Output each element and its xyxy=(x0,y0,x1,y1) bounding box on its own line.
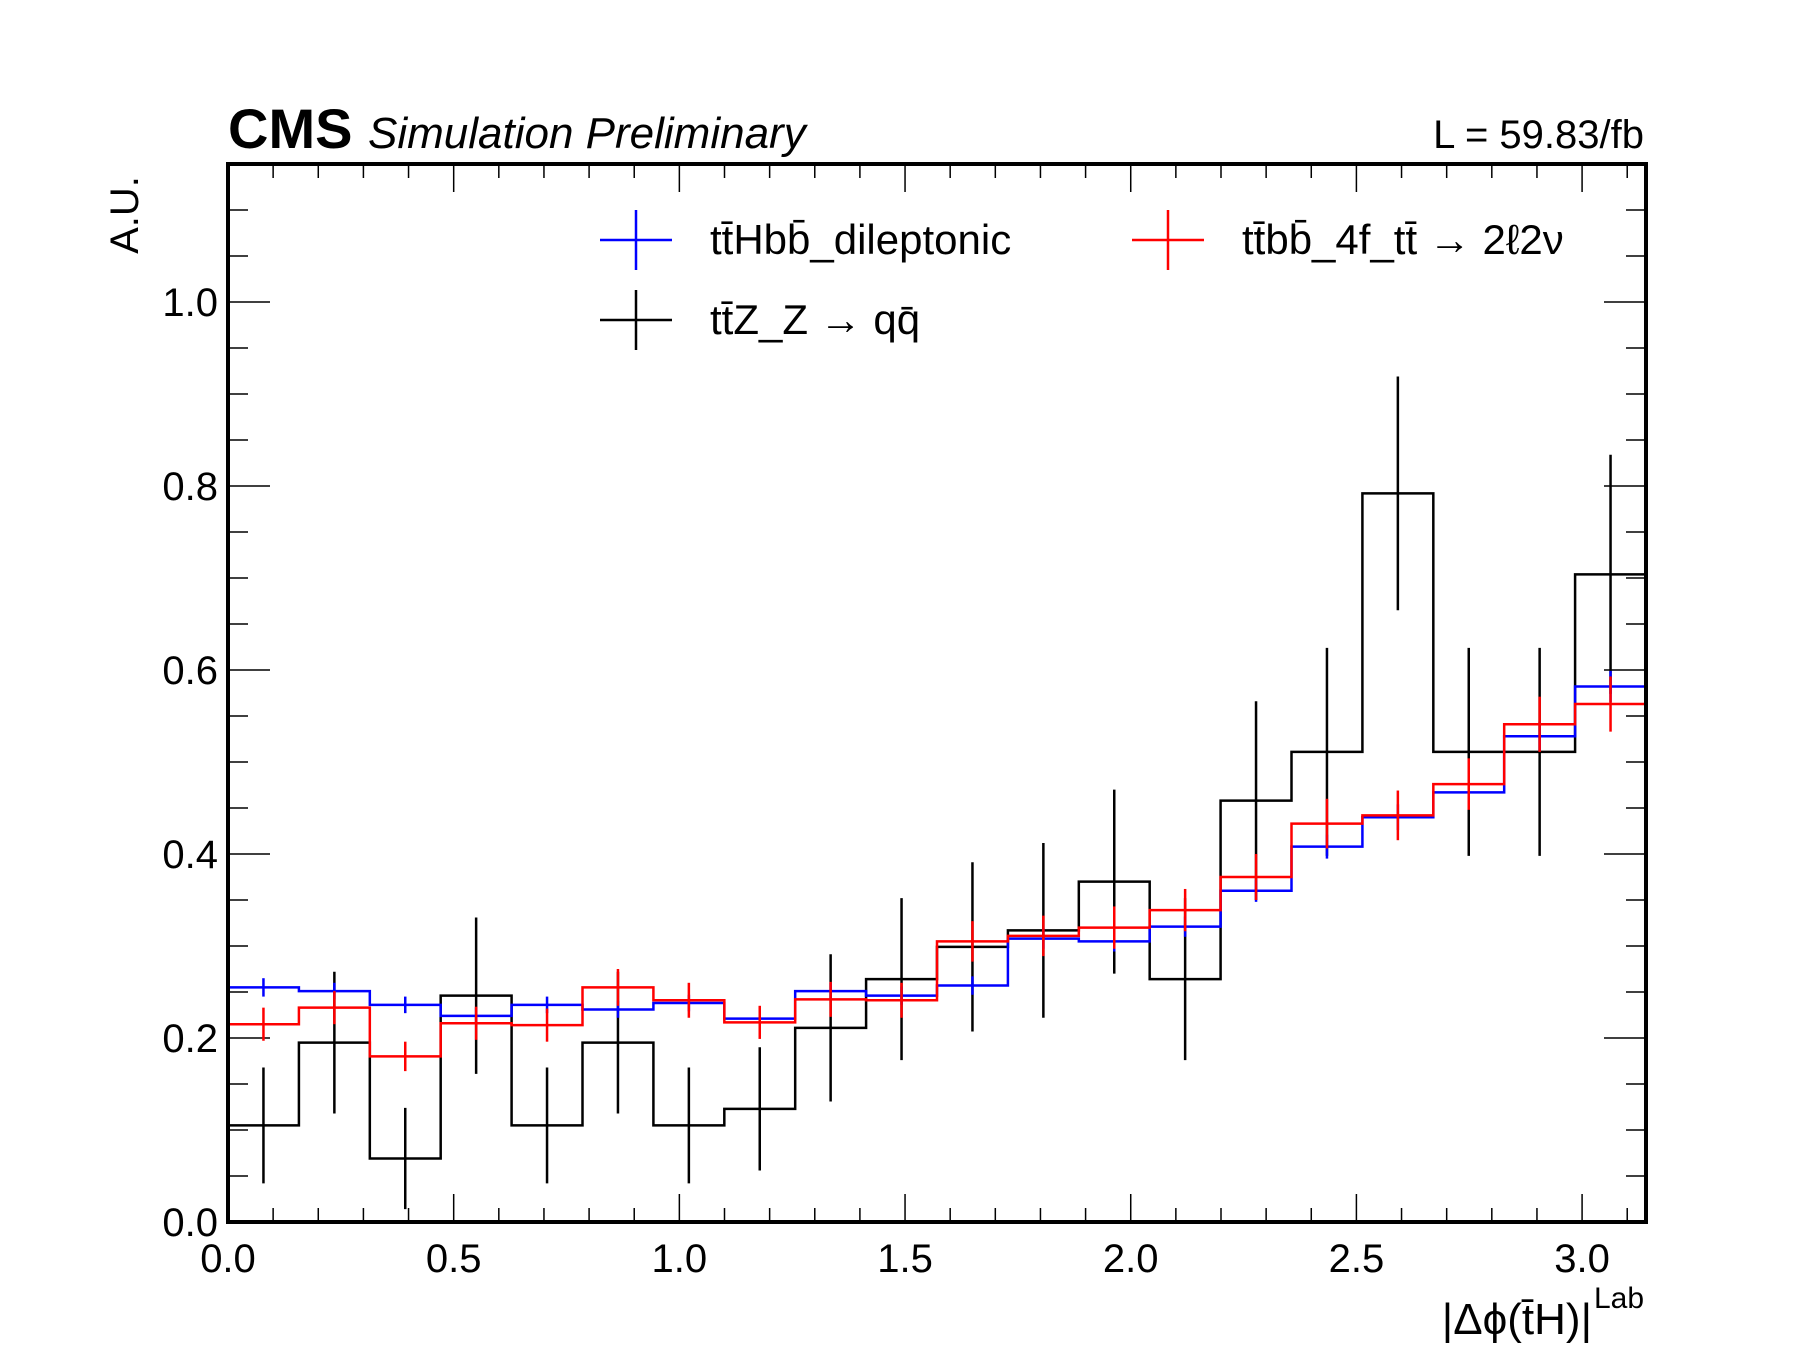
x-tick-label: 0.0 xyxy=(200,1237,256,1281)
x-tick-label: 1.0 xyxy=(652,1237,708,1281)
y-tick-label: 0.6 xyxy=(162,649,218,693)
legend: tt̄Hbb̄_dileptonic tt̄bb̄_4f_tt̄ → 2ℓ2ν tt… xyxy=(600,210,1564,350)
y-tick-label: 0.4 xyxy=(162,833,218,877)
legend-entry: tt̄Z_Z → qq̄ xyxy=(600,290,920,350)
x-tick-label: 1.5 xyxy=(877,1237,933,1281)
y-tick-label: 1.0 xyxy=(162,281,218,325)
series-step-line xyxy=(226,702,1646,1222)
y-tick-label: 0.8 xyxy=(162,465,218,509)
status-label: Simulation Preliminary xyxy=(368,109,809,158)
legend-label: tt̄bb̄_4f_tt̄ → 2ℓ2ν xyxy=(1242,216,1564,263)
y-tick-label: 0.0 xyxy=(162,1201,218,1245)
legend-entry: tt̄bb̄_4f_tt̄ → 2ℓ2ν xyxy=(1132,210,1564,270)
x-axis-title-superscript: Lab xyxy=(1594,1282,1644,1315)
series-2 xyxy=(226,376,1646,1222)
plot-area: 0.0 0.5 1.0 1.5 2.0 2.5 3.0 0.0 0.2 0.4 0.6 0.8 1.0 xyxy=(162,162,1648,1281)
x-tick-label: 2.5 xyxy=(1329,1237,1385,1281)
legend-label: tt̄Hbb̄_dileptonic xyxy=(710,216,1011,263)
legend-label: tt̄Z_Z → qq̄ xyxy=(710,296,920,343)
x-tick-label: 3.0 xyxy=(1554,1237,1610,1281)
x-tick-label: 0.5 xyxy=(426,1237,482,1281)
series-step-line xyxy=(226,492,1646,1222)
x-tick-label: 2.0 xyxy=(1103,1237,1159,1281)
luminosity-label: L = 59.83/fb xyxy=(1433,113,1644,157)
y-axis-title: A.U. xyxy=(103,176,147,254)
legend-entry: tt̄Hbb̄_dileptonic xyxy=(600,210,1011,270)
x-axis-title-main: |Δϕ(t̄H)| xyxy=(1442,1295,1592,1344)
x-axis-title: |Δϕ(t̄H)| xyxy=(1442,1295,1592,1344)
series-1 xyxy=(226,676,1646,1222)
y-tick-label: 0.2 xyxy=(162,1017,218,1061)
plot-frame xyxy=(226,162,1648,1224)
experiment-label: CMS xyxy=(228,97,352,160)
